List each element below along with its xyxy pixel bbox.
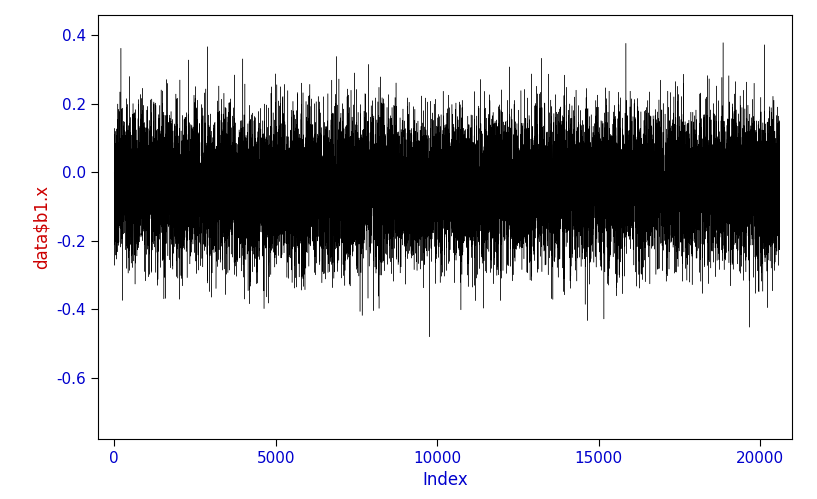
- Y-axis label: data$b1.x: data$b1.x: [33, 185, 51, 269]
- X-axis label: Index: Index: [422, 472, 468, 490]
